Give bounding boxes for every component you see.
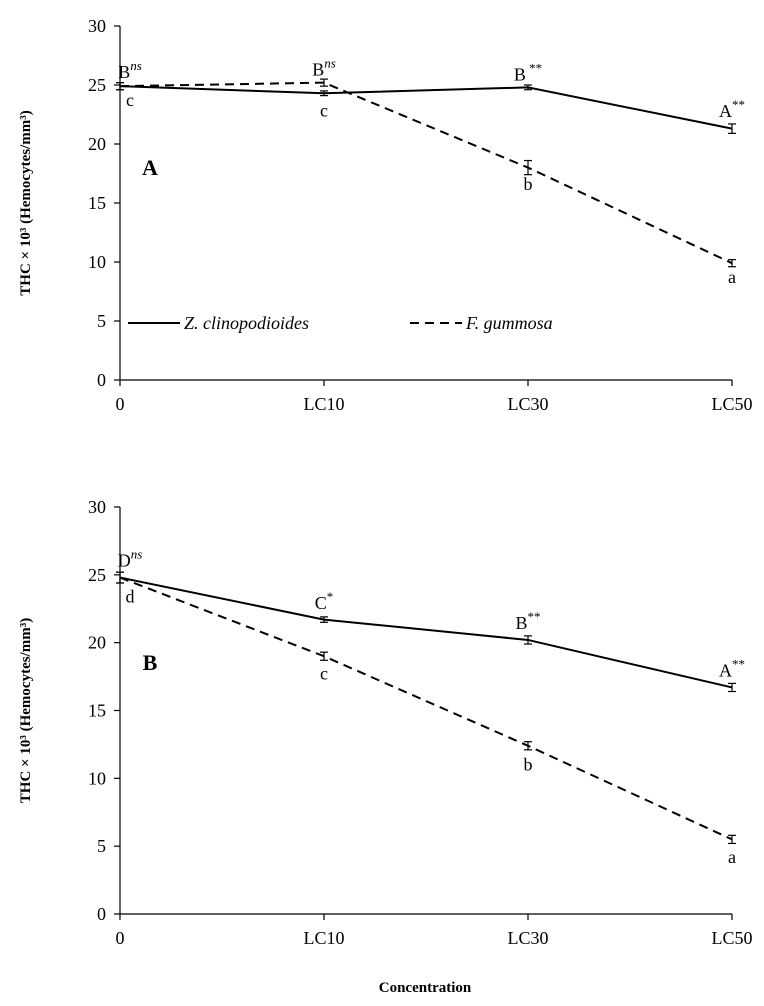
significance-label: B** (515, 609, 540, 633)
significance-label: b (524, 755, 533, 775)
significance-label: Dns (118, 547, 143, 571)
significance-label: A** (719, 97, 745, 121)
series-line-z-clinopodioides (119, 85, 733, 130)
y-tick-label: 30 (88, 16, 106, 36)
significance-label: Bns (312, 56, 336, 80)
y-tick-label: 10 (88, 252, 106, 272)
x-axis-label: Concentration (379, 980, 472, 996)
significance-label: Bns (118, 58, 142, 82)
panel-b: 0 5 10 15 20 25 30 0 LC10 LC30 LC50 THC × 10³ (Hemo… (18, 497, 753, 948)
x-tick-label: LC10 (303, 394, 344, 414)
significance-label: d (126, 586, 135, 606)
y-tick-label: 25 (88, 565, 106, 585)
x-tick-label: LC30 (507, 928, 548, 948)
series-line-z-clinopodioides (119, 576, 733, 689)
significance-label: a (728, 847, 736, 867)
significance-label: c (320, 664, 328, 684)
significance-label: A** (719, 657, 745, 681)
significance-label: c (126, 90, 134, 110)
y-tick-label: 10 (88, 768, 106, 788)
y-tick-label: 15 (88, 701, 106, 721)
y-tick-label: 5 (97, 311, 106, 331)
y-axis-label: THC × 10³ (Hemocytes/mm³) (18, 110, 34, 295)
y-tick-label: 25 (88, 75, 106, 95)
series-line-f-gummosa (119, 576, 733, 841)
legend-label-z-clinopodioides: Z. clinopodioides (184, 313, 309, 333)
significance-label: C* (315, 589, 334, 613)
y-axis-label: THC × 10³ (Hemocytes/mm³) (18, 618, 34, 803)
y-tick-label: 5 (97, 836, 106, 856)
significance-label: c (320, 101, 328, 121)
x-tick-label: 0 (116, 928, 125, 948)
panel-letter: A (142, 155, 158, 180)
y-tick-label: 0 (97, 370, 106, 390)
y-tick-label: 20 (88, 134, 106, 154)
significance-label: b (524, 174, 533, 194)
y-tick-label: 0 (97, 904, 106, 924)
x-tick-label: LC10 (303, 928, 344, 948)
y-tick-label: 30 (88, 497, 106, 517)
y-tick-label: 15 (88, 193, 106, 213)
significance-label: a (728, 267, 736, 287)
y-tick-label: 20 (88, 633, 106, 653)
panel-a: 0 5 10 15 20 25 30 0 LC10 LC30 LC50 THC × 10³ (Hemo… (18, 16, 753, 414)
x-tick-label: 0 (116, 394, 125, 414)
x-tick-label: LC50 (711, 394, 752, 414)
legend-label-f-gummosa: F. gummosa (465, 313, 553, 333)
significance-label: B ** (514, 60, 542, 84)
x-tick-label: LC30 (507, 394, 548, 414)
x-tick-label: LC50 (711, 928, 752, 948)
panel-letter: B (143, 650, 158, 675)
